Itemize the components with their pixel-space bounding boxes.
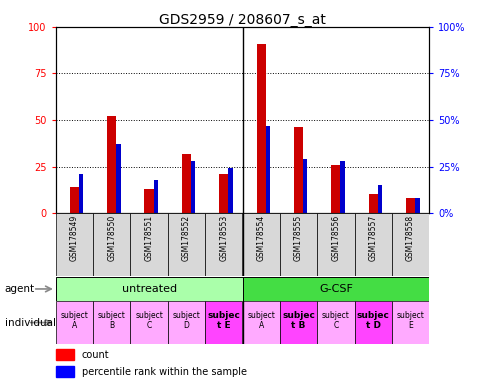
Text: untreated: untreated [121,284,176,294]
Bar [302,159,307,213]
Text: subjec
t E: subjec t E [207,311,240,330]
Bar [354,301,391,344]
Text: percentile rank within the sample: percentile rank within the sample [82,367,246,377]
Text: subjec
t B: subjec t B [282,311,314,330]
Text: GSM178558: GSM178558 [405,215,414,261]
Bar [354,213,391,276]
Text: GDS2959 / 208607_s_at: GDS2959 / 208607_s_at [159,13,325,27]
Bar [331,165,340,213]
Bar [279,213,317,276]
Bar [79,174,83,213]
Text: GSM178550: GSM178550 [107,215,116,261]
Text: GSM178551: GSM178551 [144,215,153,261]
Bar [265,126,270,213]
Bar [279,301,317,344]
Bar [377,185,381,213]
Bar [228,169,232,213]
Bar [414,198,419,213]
Text: subject
C: subject C [135,311,163,330]
Text: subject
E: subject E [396,311,424,330]
Bar [205,301,242,344]
Bar [191,161,195,213]
Text: GSM178553: GSM178553 [219,215,228,261]
Text: subjec
t D: subjec t D [356,311,389,330]
Bar [242,213,279,276]
Text: GSM178554: GSM178554 [256,215,265,261]
Text: GSM178555: GSM178555 [293,215,302,261]
Bar [167,213,205,276]
Text: subject
A: subject A [60,311,88,330]
Bar [130,213,167,276]
Text: subject
C: subject C [321,311,349,330]
Text: GSM178556: GSM178556 [331,215,340,261]
Bar [256,44,265,213]
Text: GSM178552: GSM178552 [182,215,191,261]
Bar [116,144,121,213]
Bar [405,198,414,213]
Text: individual: individual [5,318,56,328]
Bar [107,116,116,213]
Text: subject
D: subject D [172,311,200,330]
Bar [182,154,191,213]
Bar [219,174,228,213]
Bar [93,213,130,276]
Text: G-CSF: G-CSF [318,284,352,294]
Bar [56,349,75,360]
Text: GSM178557: GSM178557 [368,215,377,261]
Text: agent: agent [5,284,35,294]
Text: subject
B: subject B [98,311,125,330]
Text: count: count [82,349,109,359]
Bar [70,187,79,213]
Bar [242,277,428,301]
Bar [130,301,167,344]
Bar [205,213,242,276]
Bar [368,194,377,213]
Bar [153,180,158,213]
Bar [317,301,354,344]
Bar [293,127,302,213]
Bar [167,301,205,344]
Bar [56,366,75,377]
Text: GSM178549: GSM178549 [70,215,79,261]
Bar [242,301,279,344]
Bar [340,161,344,213]
Bar [391,301,428,344]
Bar [317,213,354,276]
Bar [144,189,153,213]
Bar [391,213,428,276]
Bar [56,301,93,344]
Bar [93,301,130,344]
Bar [56,277,242,301]
Text: subject
A: subject A [247,311,274,330]
Bar [56,213,93,276]
